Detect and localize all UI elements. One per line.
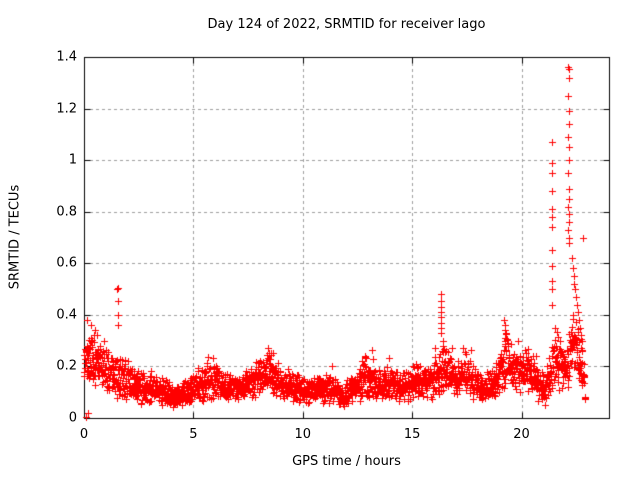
- y-tick-label: 0.8: [56, 204, 77, 220]
- x-tick-label: 10: [294, 427, 312, 442]
- y-tick-label: 1: [68, 152, 77, 168]
- x-tick-label: 20: [513, 427, 530, 442]
- x-axis-label: GPS time / hours: [292, 454, 401, 469]
- y-tick-label: 0.2: [56, 358, 77, 374]
- y-axis-label: SRMTID / TECUs: [7, 184, 23, 290]
- y-tick-label: 1.4: [56, 49, 77, 65]
- x-tick-label: 0: [79, 427, 89, 442]
- y-tick-label: 1.2: [56, 101, 77, 117]
- x-tick-label: 15: [403, 427, 421, 442]
- y-tick-label: 0: [68, 410, 77, 426]
- y-tick-label: 0.4: [56, 307, 77, 323]
- chart-title: Day 124 of 2022, SRMTID for receiver lag…: [207, 17, 486, 32]
- x-tick-label: 5: [189, 427, 198, 442]
- y-tick-label: 0.6: [56, 255, 77, 271]
